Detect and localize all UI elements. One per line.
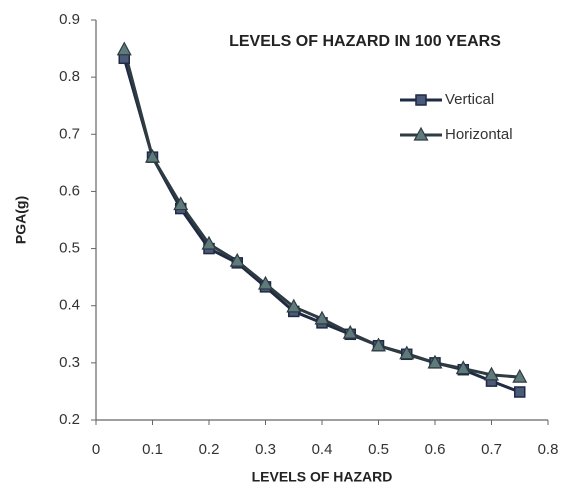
x-tick-label: 0.2 bbox=[199, 441, 220, 458]
x-tick-label: 0 bbox=[92, 441, 100, 458]
x-tick-label: 0.7 bbox=[481, 441, 502, 458]
marker-triangle bbox=[314, 310, 330, 325]
y-tick-label: 0.2 bbox=[59, 411, 80, 428]
y-tick-label: 0.8 bbox=[59, 68, 80, 85]
y-tick-label: 0.4 bbox=[59, 297, 80, 314]
marker-triangle bbox=[257, 275, 274, 290]
marker-triangle bbox=[286, 298, 302, 313]
marker-triangle bbox=[342, 324, 358, 339]
x-tick-label: 0.6 bbox=[425, 441, 446, 458]
y-tick-label: 0.9 bbox=[59, 11, 80, 28]
marker-triangle bbox=[427, 354, 443, 369]
x-tick-label: 0.4 bbox=[312, 441, 333, 458]
y-tick-label: 0.3 bbox=[59, 354, 80, 371]
marker-square bbox=[415, 94, 427, 106]
marker-triangle bbox=[413, 126, 429, 141]
y-tick-label: 0.6 bbox=[59, 182, 80, 199]
marker-triangle bbox=[201, 235, 217, 250]
chart-title: LEVELS OF HAZARD IN 100 YEARS bbox=[229, 33, 501, 50]
y-axis-label: PGA(g) bbox=[13, 196, 29, 244]
x-axis-label: LEVELS OF HAZARD bbox=[252, 469, 393, 485]
marker-triangle bbox=[483, 366, 500, 381]
marker-triangle bbox=[229, 252, 245, 267]
marker-triangle bbox=[399, 345, 415, 360]
legend-label: Vertical bbox=[445, 91, 494, 108]
marker-triangle bbox=[144, 148, 161, 163]
legend-label: Horizontal bbox=[445, 126, 513, 143]
x-tick-label: 0.5 bbox=[368, 441, 389, 458]
marker-triangle bbox=[116, 41, 132, 56]
x-tick-label: 0.1 bbox=[142, 441, 163, 458]
marker-triangle bbox=[512, 368, 528, 383]
marker-triangle bbox=[173, 196, 189, 211]
marker-square bbox=[514, 386, 526, 398]
x-tick-label: 0.3 bbox=[255, 441, 276, 458]
y-tick-label: 0.5 bbox=[59, 240, 80, 257]
marker-triangle bbox=[370, 337, 387, 352]
marker-triangle bbox=[455, 360, 471, 375]
y-tick-label: 0.7 bbox=[59, 125, 80, 142]
x-tick-label: 0.8 bbox=[538, 441, 559, 458]
